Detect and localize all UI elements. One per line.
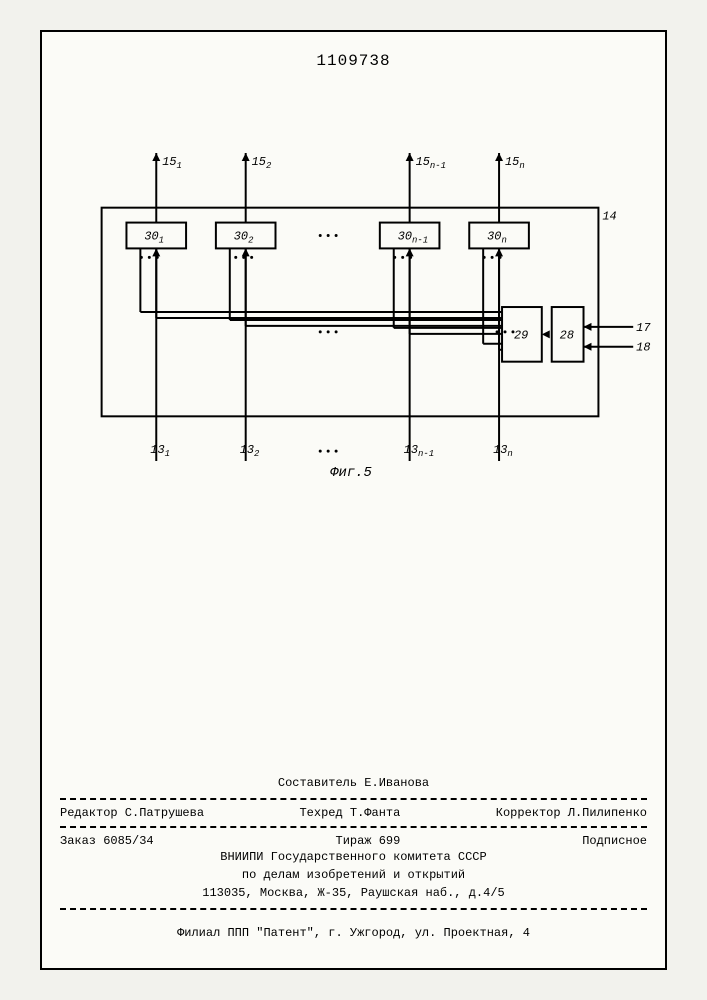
svg-text:14: 14: [602, 210, 616, 224]
svg-text:18: 18: [636, 341, 650, 355]
org1: ВНИИПИ Государственного комитета СССР: [60, 848, 647, 866]
svg-text:13n-1: 13n-1: [404, 443, 434, 459]
svg-text:15n: 15n: [505, 155, 525, 171]
svg-text:28: 28: [560, 328, 574, 342]
svg-text:301: 301: [144, 229, 164, 245]
credits-row-1: Редактор С.Патрушева Техред Т.Фанта Корр…: [60, 806, 647, 820]
credits-row-2: Заказ 6085/34 Тираж 699 Подписное: [60, 834, 647, 848]
figure-diagram: 14 301 302 30n-1 30n 29 28 151 152 15n-1 15n 131 132…: [42, 132, 665, 492]
filial: Филиал ППП "Патент", г. Ужгород, ул. Про…: [60, 926, 647, 940]
footer-block: Составитель Е.Иванова Редактор С.Патруше…: [42, 764, 665, 968]
order: Заказ 6085/34: [60, 834, 154, 848]
svg-text:13n: 13n: [493, 443, 513, 459]
svg-text:151: 151: [162, 155, 182, 171]
corrector: Корректор Л.Пилипенко: [496, 806, 647, 820]
svg-text:30n: 30n: [487, 229, 507, 245]
address: 113035, Москва, Ж-35, Раушская наб., д.4…: [60, 884, 647, 902]
svg-text:302: 302: [234, 229, 254, 245]
divider: [60, 826, 647, 828]
subscription: Подписное: [582, 834, 647, 848]
editor: Редактор С.Патрушева: [60, 806, 204, 820]
doc-number: 1109738: [42, 32, 665, 70]
svg-text:17: 17: [636, 321, 651, 335]
svg-text:132: 132: [240, 443, 260, 459]
svg-text:131: 131: [150, 443, 170, 459]
svg-text:152: 152: [252, 155, 272, 171]
circulation: Тираж 699: [336, 834, 401, 848]
divider: [60, 908, 647, 910]
svg-text:Фиг.5: Фиг.5: [330, 465, 372, 481]
org2: по делам изобретений и открытий: [60, 866, 647, 884]
page-frame: 1109738 1430130230n-130n292815115215n-11…: [40, 30, 667, 970]
tech: Техред Т.Фанта: [299, 806, 400, 820]
svg-text:15n-1: 15n-1: [416, 155, 446, 171]
svg-text:29: 29: [514, 328, 528, 342]
svg-text:30n-1: 30n-1: [398, 229, 428, 245]
divider: [60, 798, 647, 800]
compositor: Составитель Е.Иванова: [60, 774, 647, 792]
